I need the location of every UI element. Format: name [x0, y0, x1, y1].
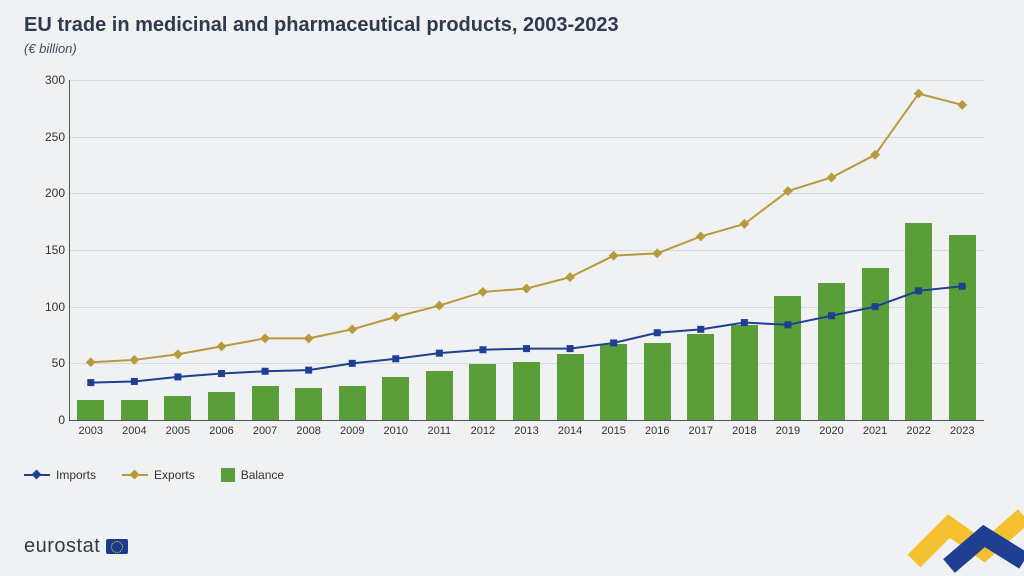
series-marker [392, 355, 399, 362]
series-marker [565, 272, 575, 282]
series-line [91, 286, 962, 382]
legend-imports-label: Imports [56, 468, 96, 482]
series-marker [349, 360, 356, 367]
x-tick-label: 2015 [601, 425, 625, 437]
x-tick-label: 2006 [209, 425, 233, 437]
series-marker [522, 284, 532, 294]
series-marker [262, 368, 269, 375]
legend-imports-swatch [24, 474, 50, 476]
chart-title: EU trade in medicinal and pharmaceutical… [24, 14, 619, 37]
y-tick-label: 150 [45, 243, 65, 257]
series-marker [957, 100, 967, 110]
x-tick-label: 2009 [340, 425, 364, 437]
legend-exports-swatch [122, 474, 148, 476]
legend-balance: Balance [221, 468, 284, 482]
y-tick-label: 100 [45, 300, 65, 314]
y-tick-label: 200 [45, 186, 65, 200]
page: EU trade in medicinal and pharmaceutical… [0, 0, 1024, 576]
x-tick-label: 2008 [296, 425, 320, 437]
x-tick-label: 2020 [819, 425, 843, 437]
y-tick-label: 0 [58, 413, 65, 427]
y-tick-label: 250 [45, 130, 65, 144]
corner-decoration [854, 506, 1024, 576]
x-tick-label: 2018 [732, 425, 756, 437]
x-tick-label: 2005 [166, 425, 190, 437]
x-tick-label: 2011 [428, 425, 452, 437]
x-tick-label: 2010 [384, 425, 408, 437]
series-marker [129, 355, 139, 365]
series-marker [131, 378, 138, 385]
series-marker [827, 173, 837, 183]
x-tick-label: 2016 [645, 425, 669, 437]
series-marker [784, 321, 791, 328]
x-tick-label: 2022 [906, 425, 930, 437]
x-axis-line [69, 420, 984, 421]
x-tick-label: 2013 [514, 425, 538, 437]
series-marker [86, 357, 96, 367]
x-tick-label: 2021 [863, 425, 887, 437]
x-tick-label: 2004 [122, 425, 146, 437]
series-marker [828, 312, 835, 319]
series-marker [218, 370, 225, 377]
y-tick-label: 300 [45, 73, 65, 87]
footer-brand: eurostat [24, 535, 100, 558]
legend-balance-label: Balance [241, 468, 284, 482]
legend-exports: Exports [122, 468, 195, 482]
legend-exports-label: Exports [154, 468, 195, 482]
series-marker [173, 349, 183, 359]
legend-balance-swatch [221, 468, 235, 482]
lines-layer [69, 80, 984, 420]
series-marker [959, 283, 966, 290]
title-block: EU trade in medicinal and pharmaceutical… [24, 14, 619, 56]
series-marker [523, 345, 530, 352]
x-tick-label: 2012 [471, 425, 495, 437]
chart-area: 0 50 100 150 200 250 300 2003 2004 2005 2006 2007 2… [24, 70, 1000, 460]
y-tick-label: 50 [52, 356, 65, 370]
series-marker [174, 373, 181, 380]
series-marker [305, 367, 312, 374]
series-marker [391, 312, 401, 322]
x-tick-label: 2023 [950, 425, 974, 437]
series-marker [915, 287, 922, 294]
series-line [91, 94, 962, 363]
series-marker [434, 301, 444, 311]
series-marker [304, 333, 314, 343]
x-tick-label: 2007 [253, 425, 277, 437]
series-marker [479, 346, 486, 353]
series-marker [87, 379, 94, 386]
series-marker [610, 339, 617, 346]
series-marker [741, 319, 748, 326]
series-marker [696, 231, 706, 241]
x-tick-label: 2019 [776, 425, 800, 437]
plot-area [69, 80, 984, 420]
legend-imports: Imports [24, 468, 96, 482]
series-marker [260, 333, 270, 343]
series-marker [436, 350, 443, 357]
series-marker [652, 248, 662, 258]
series-marker [347, 324, 357, 334]
series-marker [609, 251, 619, 261]
series-marker [567, 345, 574, 352]
legend: Imports Exports Balance [24, 468, 284, 482]
eu-flag-icon [106, 539, 128, 554]
series-marker [654, 329, 661, 336]
series-marker [478, 287, 488, 297]
series-marker [697, 326, 704, 333]
chart-subtitle: (€ billion) [24, 41, 619, 56]
series-marker [217, 341, 227, 351]
series-marker [872, 303, 879, 310]
x-tick-label: 2003 [79, 425, 103, 437]
x-tick-label: 2014 [558, 425, 582, 437]
x-tick-label: 2017 [689, 425, 713, 437]
footer: eurostat [24, 535, 128, 558]
